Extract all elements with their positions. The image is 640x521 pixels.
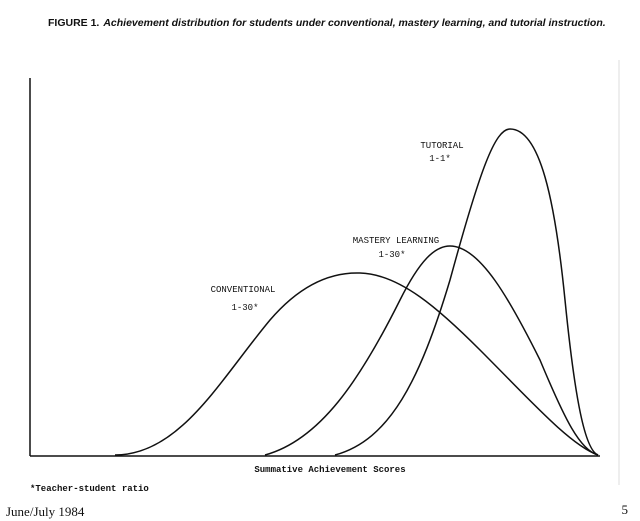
curve-ratio: 1-30* <box>231 303 258 313</box>
curve-ratio: 1-30* <box>378 250 405 260</box>
curve-name: TUTORIAL <box>420 141 463 151</box>
conventional-curve <box>114 272 599 456</box>
figure-label: FIGURE 1. <box>48 17 100 29</box>
mastery-curve <box>264 245 599 456</box>
figure-caption: FIGURE 1. Achievement distribution for st… <box>48 17 608 30</box>
curve-name: CONVENTIONAL <box>211 285 276 295</box>
tutorial-curve <box>334 128 599 456</box>
curve-ratio: 1-1* <box>429 154 451 164</box>
footnote: *Teacher-student ratio <box>30 484 149 494</box>
caption-text: Achievement distribution for students un… <box>103 17 606 29</box>
x-axis-label: Summative Achievement Scores <box>254 465 405 475</box>
footer-issue: June/July 1984 <box>6 504 85 519</box>
curve-name: MASTERY LEARNING <box>353 236 439 246</box>
page-number: 5 <box>621 502 629 517</box>
